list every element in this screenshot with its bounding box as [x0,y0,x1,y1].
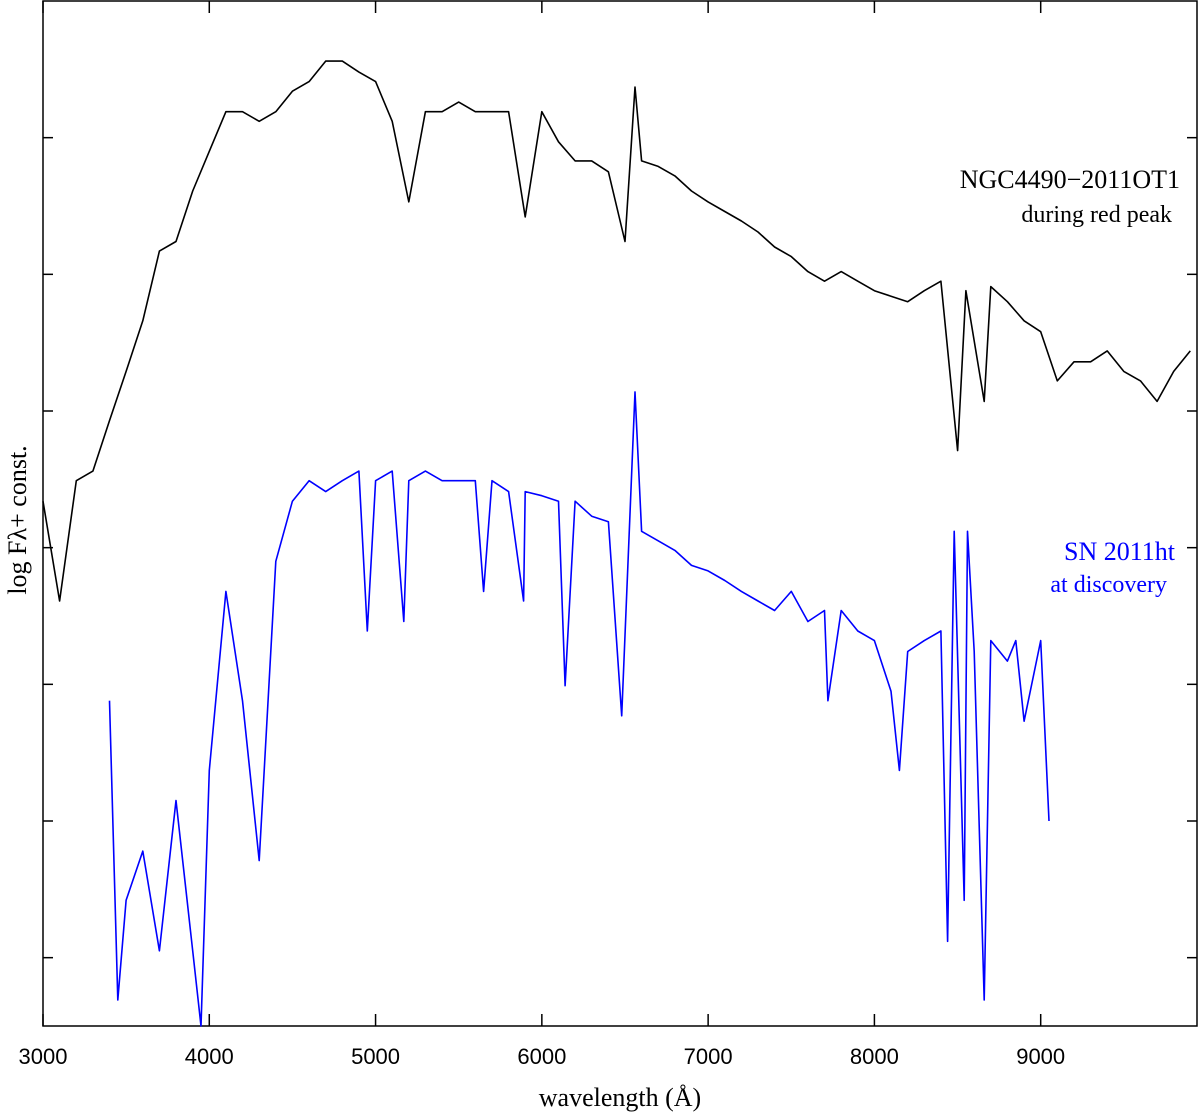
x-axis-label: wavelength (Å) [539,1083,701,1112]
series-label: SN 2011ht [1064,537,1176,566]
spectrum-line [108,391,1050,1027]
series-label: NGC4490−2011OT1 [960,165,1180,194]
y-axis-label: log Fλ+ const. [3,445,32,594]
series-annotation: during red peak [1021,202,1172,228]
x-tick-label: 7000 [684,1044,733,1069]
x-tick-label: 3000 [19,1044,68,1069]
series-annotation: at discovery [1050,572,1167,598]
x-tick-label: 4000 [185,1044,234,1069]
spectrum-line [42,60,1191,602]
x-tick-label: 8000 [850,1044,899,1069]
x-tick-label: 9000 [1016,1044,1065,1069]
x-tick-label: 5000 [351,1044,400,1069]
plot-frame [42,0,1198,1027]
x-tick-label: 6000 [517,1044,566,1069]
